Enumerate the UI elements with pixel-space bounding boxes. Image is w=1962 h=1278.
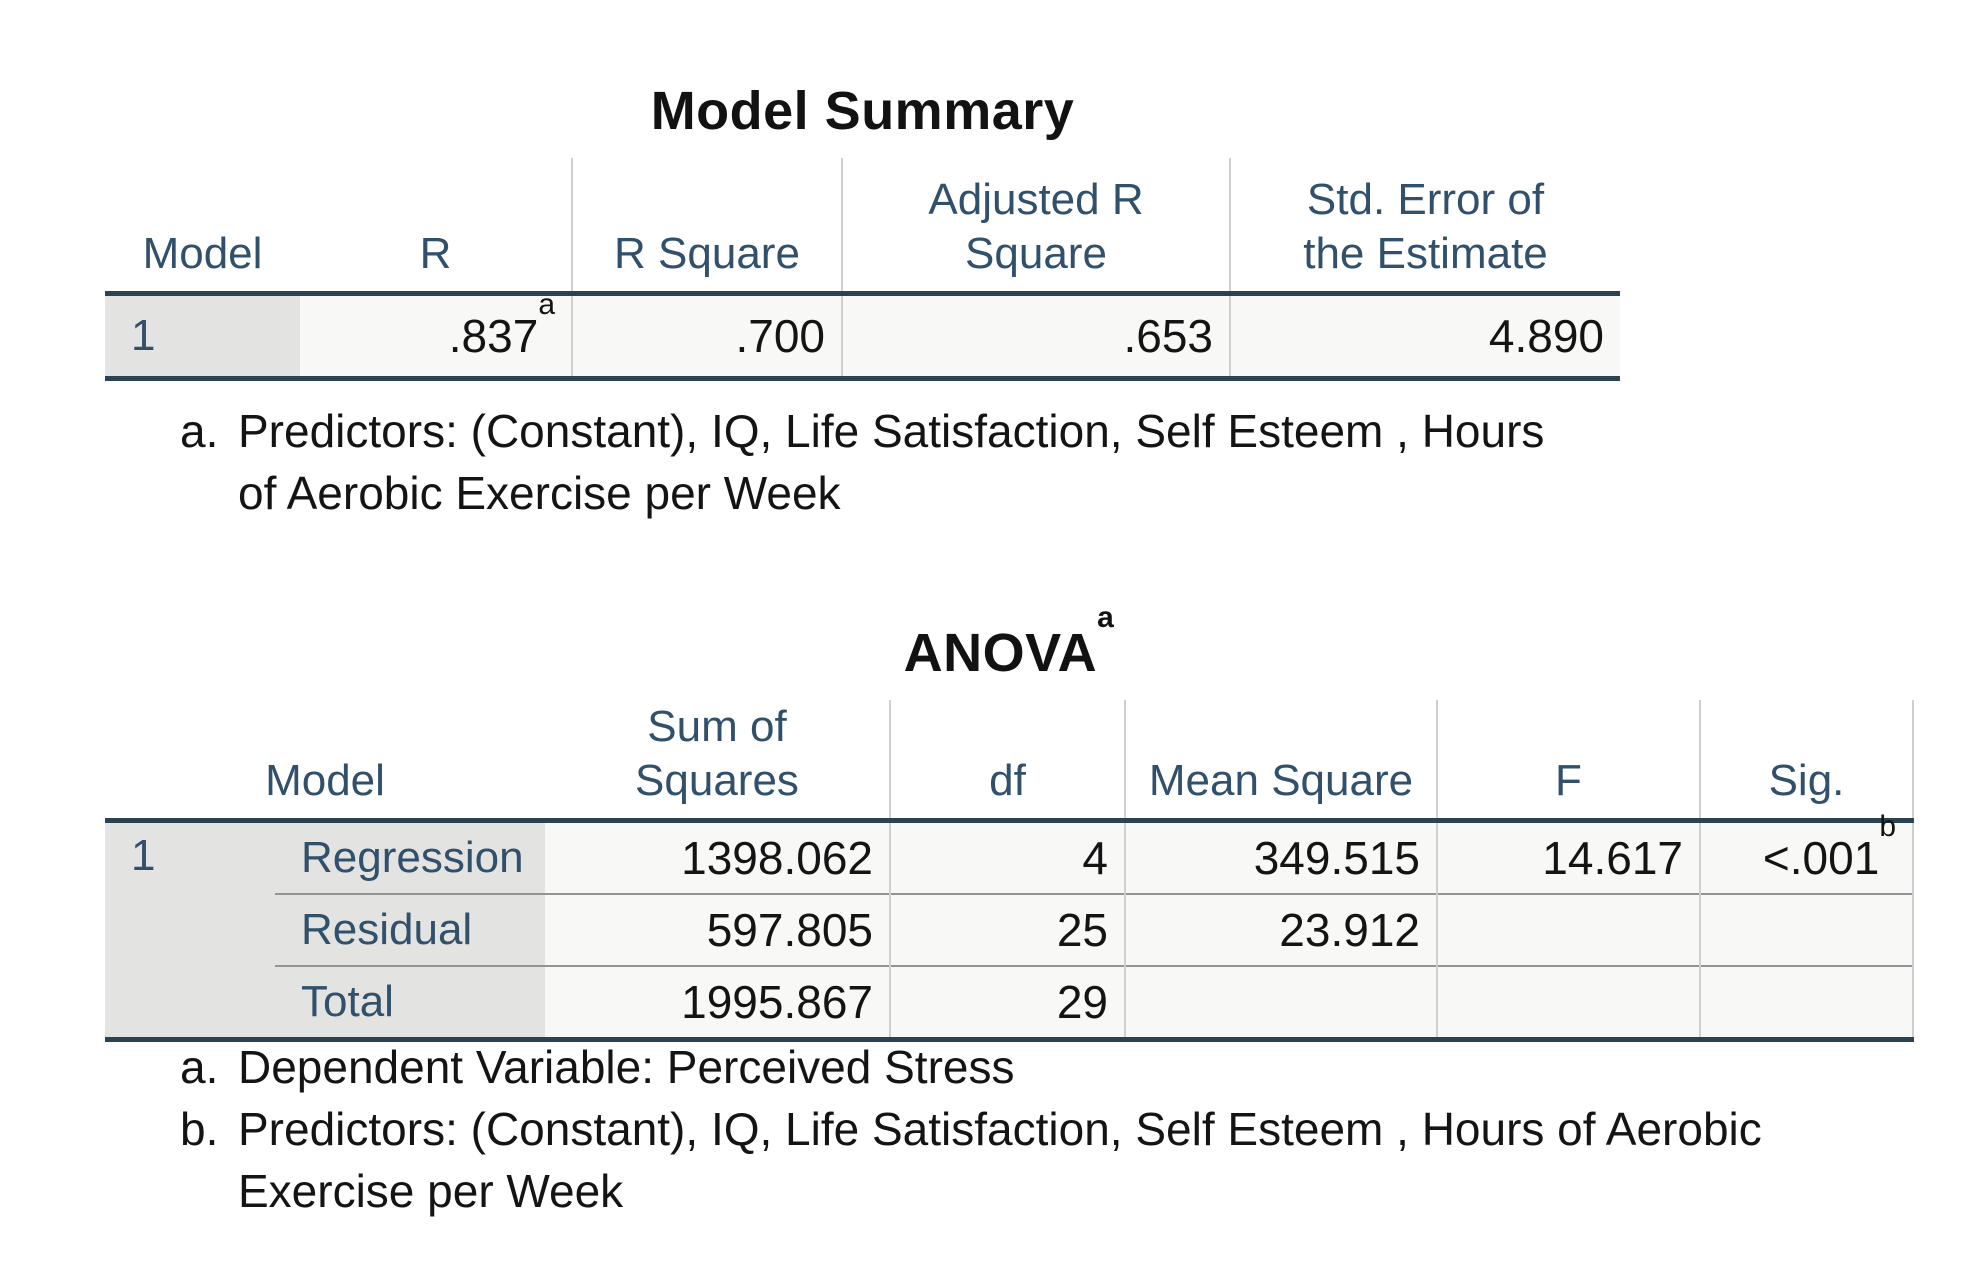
f-cell [1436,965,1700,1042]
footnote-ref-a: a [1097,601,1115,634]
adjusted-r-square-value-cell: .653 [841,293,1230,381]
row-label-residual: Residual [275,893,545,966]
model-number-cell: 1 [105,293,300,381]
model-summary-title: Model Summary [105,80,1620,142]
anova-footnote-b: b. Predictors: (Constant), IQ, Life Sati… [180,1098,1858,1222]
column-header-std-error: Std. Error of the Estimate [1229,158,1620,296]
std-error-value-cell: 4.890 [1229,293,1620,381]
footnote-text: Predictors: (Constant), IQ, Life Satisfa… [238,405,1545,519]
column-header-r: R [300,158,572,296]
f-cell: 14.617 [1436,820,1700,894]
column-header-adjusted-r-square: Adjusted R Square [841,158,1230,296]
mean-square-cell: 23.912 [1124,893,1437,966]
footnote-text: Dependent Variable: Perceived Stress [238,1041,1015,1093]
anova-table[interactable]: Model Sum of Squares df Mean Square F Si… [105,700,1914,1042]
anova-row-total: Total 1995.867 29 [105,965,1914,1042]
column-header-df: df [889,700,1125,823]
sum-of-squares-cell: 597.805 [545,893,890,966]
footnote-text: Predictors: (Constant), IQ, Life Satisfa… [238,1103,1762,1217]
model-summary-footnote-a: a. Predictors: (Constant), IQ, Life Sati… [180,400,1578,524]
footnote-marker: a. [180,405,219,457]
r-square-value-cell: .700 [571,293,842,381]
column-header-mean-square: Mean Square [1124,700,1437,823]
anova-title-text: ANOVA [903,623,1098,683]
footnote-marker: a. [180,1041,219,1093]
model-number-cell: 1 [105,820,275,1042]
anova-header-row: Model Sum of Squares df Mean Square F Si… [105,700,1914,823]
mean-square-cell [1124,965,1437,1042]
anova-row-residual: Residual 597.805 25 23.912 [105,893,1914,966]
model-summary-data-row: 1 .837a .700 .653 4.890 [105,290,1620,381]
column-header-r-square: R Square [571,158,842,296]
sum-of-squares-cell: 1398.062 [545,820,890,894]
anova-row-regression: 1 Regression 1398.062 4 349.515 14.617 <… [105,812,1914,1042]
column-header-sum-of-squares: Sum of Squares [545,700,890,823]
model-summary-title-text: Model Summary [650,81,1075,141]
r-value-cell: .837a [300,290,572,381]
df-cell: 4 [889,820,1125,894]
df-cell: 25 [889,893,1125,966]
f-cell [1436,893,1700,966]
sig-cell: <.001b [1699,812,1914,894]
sig-cell [1699,965,1914,1042]
model-summary-table[interactable]: Model R R Square Adjusted R Square Std. … [105,158,1620,381]
row-label-total: Total [275,965,545,1042]
column-header-f: F [1436,700,1700,823]
model-summary-header-row: Model R R Square Adjusted R Square Std. … [105,158,1620,296]
column-header-model: Model [105,700,545,823]
anova-footnote-a: a. Dependent Variable: Perceived Stress [180,1036,1014,1098]
column-header-sig: Sig. [1699,700,1914,823]
sig-cell [1699,893,1914,966]
mean-square-cell: 349.515 [1124,820,1437,894]
df-cell: 29 [889,965,1125,1042]
column-header-model: Model [105,158,300,296]
footnote-ref-a: a [538,288,555,321]
sum-of-squares-cell: 1995.867 [545,965,890,1042]
footnote-marker: b. [180,1103,219,1155]
footnote-ref-b: b [1879,810,1896,843]
row-label-regression: Regression [275,820,545,894]
anova-title: ANOVAa [105,603,1913,684]
